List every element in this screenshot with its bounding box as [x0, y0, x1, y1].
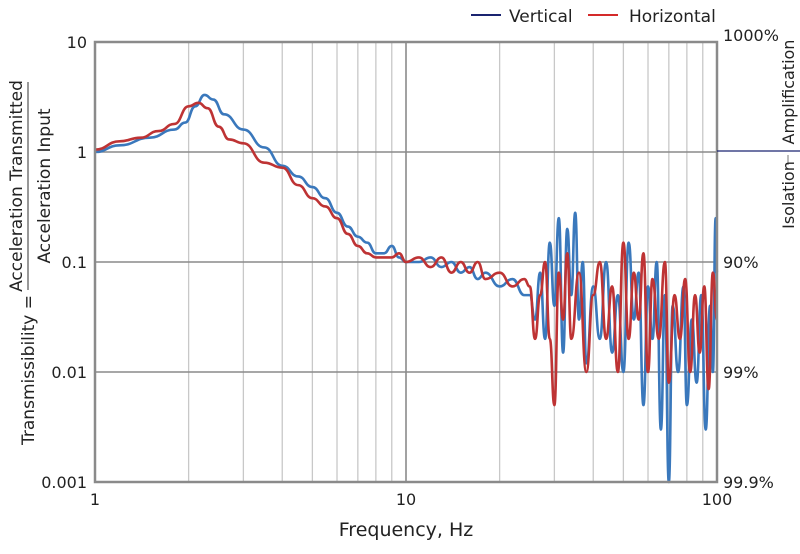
y-tick-label: 0.001 [41, 473, 87, 492]
series-line-horizontal [94, 101, 719, 407]
y-label-prefix: Transmissibility = [19, 295, 39, 446]
y-axis-label: Transmissibility = Acceleration Transmit… [7, 80, 55, 446]
plot-frame [93, 40, 719, 484]
x-tick-label: 10 [396, 490, 416, 509]
legend-label-horizontal: Horizontal [629, 7, 716, 27]
x-tick-label: 1 [90, 490, 100, 509]
right-tick-label: 99% [723, 363, 759, 382]
y-tick-label: 1 [77, 143, 87, 162]
y-tick-label: 10 [67, 33, 87, 52]
right-tick-label: 90% [723, 253, 759, 272]
x-tick-label: 100 [702, 490, 733, 509]
legend: Vertical Horizontal [471, 7, 716, 27]
right-tick-label: 1000% [723, 26, 779, 45]
series-group [94, 93, 719, 484]
isolation-label: Isolation [779, 161, 798, 229]
y-label-denominator: Acceleration Input [35, 108, 55, 263]
amplification-label: Amplification [779, 40, 798, 145]
x-axis-label: Frequency, Hz [339, 519, 474, 541]
right-tick-label: 99.9% [723, 473, 774, 492]
y-tick-label: 0.01 [51, 363, 87, 382]
y-label-numerator: Acceleration Transmitted [7, 80, 27, 292]
y-tick-label: 0.1 [62, 253, 87, 272]
tick-labels: 10 1 0.1 0.01 0.001 1000% 90% 99% 99.9% 1 10 100 [41, 26, 779, 509]
legend-label-vertical: Vertical [509, 7, 573, 27]
